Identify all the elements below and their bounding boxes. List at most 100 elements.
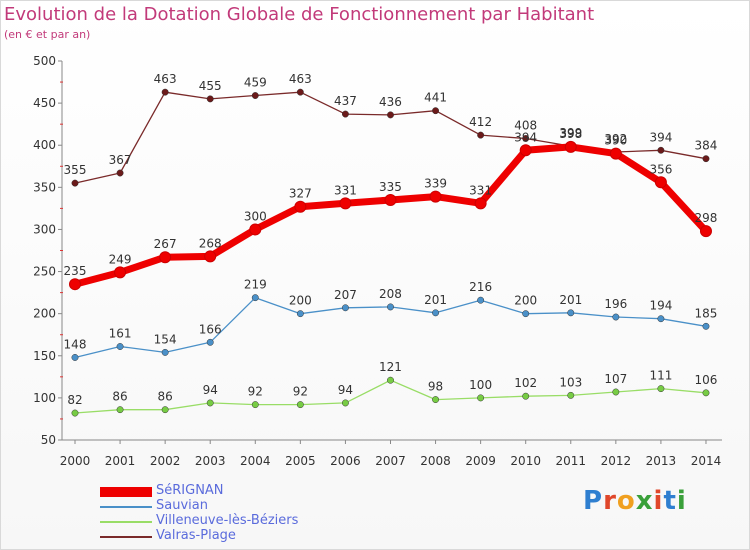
x-tick-label: 2004 (240, 454, 271, 468)
y-tick-label: 250 (33, 265, 56, 279)
data-label: 390 (604, 134, 627, 148)
legend-label: SéRIGNAN (156, 483, 224, 498)
data-label: 268 (199, 236, 222, 250)
logo-letter: P (583, 486, 604, 516)
data-point (702, 322, 710, 330)
data-label: 335 (379, 180, 402, 194)
data-point (387, 376, 394, 384)
data-label: 412 (469, 115, 492, 129)
data-label: 154 (154, 332, 177, 346)
data-point (116, 406, 124, 414)
data-point (116, 169, 124, 177)
data-point (206, 399, 214, 407)
y-tick-label: 150 (33, 349, 56, 363)
data-point (251, 92, 259, 99)
x-tick-label: 2000 (60, 454, 91, 468)
data-label: 111 (649, 369, 672, 383)
data-label: 216 (469, 280, 492, 294)
data-label: 219 (244, 278, 267, 292)
x-tick-label: 2010 (510, 454, 541, 468)
data-point (519, 144, 532, 157)
data-label: 207 (334, 288, 357, 302)
y-tick-label: 350 (33, 180, 56, 194)
data-point (564, 140, 577, 153)
y-tick-label: 400 (33, 138, 56, 152)
x-tick-label: 2013 (646, 454, 677, 468)
data-point (161, 406, 169, 414)
data-label: 408 (514, 118, 537, 132)
data-point (432, 396, 440, 404)
data-point (296, 401, 304, 409)
data-label: 208 (379, 287, 402, 301)
data-label: 300 (244, 209, 267, 223)
data-label: 94 (338, 383, 353, 397)
chart-title: Evolution de la Dotation Globale de Fonc… (4, 4, 595, 25)
x-tick-label: 2011 (555, 454, 586, 468)
data-point (206, 95, 214, 103)
data-point (567, 309, 575, 317)
data-label: 200 (289, 294, 312, 308)
y-tick-label: 450 (33, 96, 56, 110)
legend-label: Villeneuve-lès-Béziers (156, 513, 299, 528)
data-label: 399 (559, 126, 582, 140)
data-point (294, 200, 307, 213)
data-point (251, 294, 259, 302)
data-label: 459 (244, 76, 267, 90)
data-label: 367 (109, 153, 132, 167)
x-tick-label: 2005 (285, 454, 316, 468)
data-point (71, 354, 79, 361)
data-point (206, 338, 214, 346)
data-label: 100 (469, 378, 492, 392)
data-point (251, 401, 259, 409)
proxiti-logo: Proxiti (583, 486, 687, 516)
logo-letter: o (616, 486, 636, 516)
data-label: 196 (604, 297, 627, 311)
data-label: 398 (559, 127, 582, 141)
data-point (522, 310, 530, 318)
data-label: 201 (559, 293, 582, 307)
data-label: 148 (64, 337, 87, 351)
x-tick-label: 2008 (420, 454, 451, 468)
data-label: 106 (695, 373, 718, 387)
y-tick-label: 50 (41, 433, 56, 447)
data-point (612, 388, 620, 396)
legend-label: Valras-Plage (156, 528, 236, 543)
logo-letter: i (653, 486, 664, 516)
series-line-0 (71, 143, 710, 288)
data-point (296, 88, 304, 96)
data-point (341, 304, 349, 312)
data-point (567, 391, 575, 399)
x-tick-label: 2007 (375, 454, 406, 468)
legend-label: Sauvian (156, 498, 208, 513)
data-point (522, 392, 530, 400)
data-point (341, 110, 349, 118)
data-point (522, 135, 530, 142)
data-label: 463 (289, 72, 312, 86)
data-label: 392 (604, 132, 627, 146)
x-tick-label: 2014 (691, 454, 722, 468)
data-point (702, 389, 710, 397)
data-label: 249 (109, 252, 132, 266)
data-point (477, 394, 485, 402)
data-point (339, 197, 352, 210)
data-point (204, 250, 217, 263)
data-label: 394 (514, 130, 537, 144)
data-point (114, 266, 127, 279)
legend-swatch (100, 506, 152, 508)
data-label: 98 (428, 380, 443, 394)
data-point (474, 197, 487, 210)
data-point (432, 309, 440, 317)
data-label: 384 (695, 139, 718, 153)
data-label: 185 (695, 306, 718, 320)
data-label: 394 (649, 130, 672, 144)
data-label: 82 (67, 393, 82, 407)
data-label: 86 (157, 390, 172, 404)
data-label: 235 (64, 264, 87, 278)
x-tick-label: 2003 (195, 454, 226, 468)
logo-letter: i (676, 486, 687, 516)
x-tick-label: 2001 (105, 454, 136, 468)
data-point (657, 385, 665, 393)
data-label: 166 (199, 322, 222, 336)
chart-subtitle: (en € et par an) (4, 28, 91, 41)
data-point (609, 147, 622, 160)
